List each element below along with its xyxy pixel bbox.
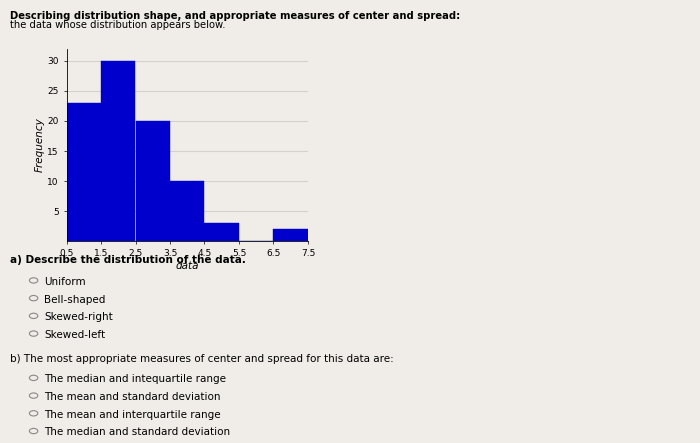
- X-axis label: data: data: [176, 261, 199, 271]
- Text: Describing distribution shape, and appropriate measures of center and spread:: Describing distribution shape, and appro…: [10, 11, 461, 21]
- Text: a) Describe the distribution of the data.: a) Describe the distribution of the data…: [10, 255, 246, 265]
- Text: the data whose distribution appears below.: the data whose distribution appears belo…: [10, 20, 226, 30]
- Y-axis label: Frequency: Frequency: [34, 118, 45, 172]
- Bar: [204, 223, 239, 241]
- Text: The mean and standard deviation: The mean and standard deviation: [44, 392, 220, 402]
- Bar: [66, 103, 101, 241]
- Bar: [136, 121, 170, 241]
- Text: Uniform: Uniform: [44, 277, 85, 287]
- Text: Skewed-right: Skewed-right: [44, 312, 113, 323]
- Text: The mean and interquartile range: The mean and interquartile range: [44, 410, 220, 420]
- Text: The median and intequartile range: The median and intequartile range: [44, 374, 226, 385]
- Bar: [170, 181, 204, 241]
- Bar: [101, 61, 136, 241]
- Text: The median and standard deviation: The median and standard deviation: [44, 427, 230, 438]
- Text: Skewed-left: Skewed-left: [44, 330, 105, 340]
- Text: Bell-shaped: Bell-shaped: [44, 295, 106, 305]
- Text: b) The most appropriate measures of center and spread for this data are:: b) The most appropriate measures of cent…: [10, 354, 394, 365]
- Bar: [274, 229, 308, 241]
